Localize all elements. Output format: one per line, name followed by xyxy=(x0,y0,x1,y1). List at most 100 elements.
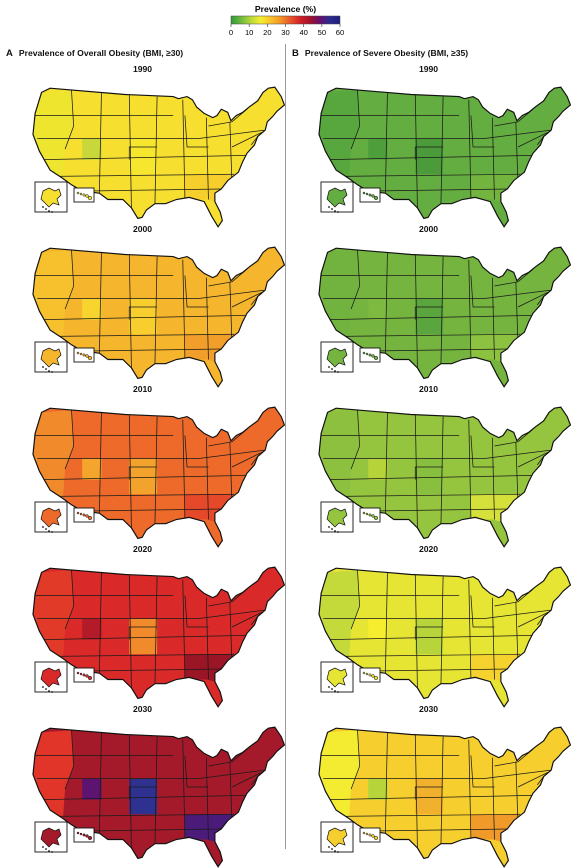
region-west xyxy=(32,90,74,179)
region-accent xyxy=(82,298,102,320)
us-map-2000 xyxy=(32,246,286,388)
state-border xyxy=(182,739,186,840)
state-border xyxy=(440,416,444,524)
state-border xyxy=(517,451,549,468)
state-border xyxy=(517,771,549,788)
state-border xyxy=(98,91,102,198)
state-border xyxy=(154,576,158,684)
state-border xyxy=(54,493,235,497)
state-border xyxy=(350,730,361,790)
alaska-shape xyxy=(326,187,348,208)
us-outline xyxy=(318,246,571,388)
region-mid xyxy=(129,618,158,655)
us-map-2010 xyxy=(318,406,571,548)
state-borders xyxy=(321,250,551,368)
region-southeast xyxy=(470,494,521,522)
state-border xyxy=(64,410,75,470)
state-border xyxy=(205,117,209,200)
region-accent xyxy=(82,618,102,640)
region-west xyxy=(318,410,360,499)
state-border xyxy=(384,251,388,358)
hawaii-island xyxy=(82,833,86,837)
state-borders xyxy=(35,730,265,848)
state-border xyxy=(384,571,388,678)
hawaii-island xyxy=(368,353,372,357)
us-map-2010 xyxy=(32,406,286,548)
hawaii-inset xyxy=(359,827,381,843)
state-border xyxy=(184,115,209,148)
alaska-inset xyxy=(320,821,354,853)
state-border xyxy=(468,739,472,840)
state-border xyxy=(494,428,534,447)
contiguous-us xyxy=(32,86,286,228)
hawaii-island xyxy=(371,674,375,678)
alaska-shape xyxy=(326,667,348,688)
us-map-2030 xyxy=(32,726,286,868)
state-border xyxy=(470,755,495,788)
state-border xyxy=(128,626,158,640)
regional-shading xyxy=(318,570,521,682)
alaska-inset xyxy=(34,341,68,373)
state-border xyxy=(64,730,75,790)
hawaii-island xyxy=(373,515,379,521)
contiguous-us xyxy=(318,86,571,228)
state-border xyxy=(440,576,444,684)
alaska-shape xyxy=(40,667,62,688)
state-border xyxy=(231,131,263,148)
region-west xyxy=(32,730,74,819)
state-border xyxy=(470,595,495,628)
map-year-label: 2010 xyxy=(132,384,153,394)
legend-tick-label: 20 xyxy=(263,28,271,37)
contiguous-us xyxy=(318,566,571,708)
hawaii-island xyxy=(362,671,366,675)
panel-title: A Prevalence of Overall Obesity (BMI, ≥30… xyxy=(6,48,183,59)
alaska-inset xyxy=(320,501,354,533)
state-border xyxy=(182,259,186,360)
state-border xyxy=(43,635,247,640)
state-border xyxy=(82,508,222,512)
state-border xyxy=(154,736,158,844)
us-outline xyxy=(318,86,571,228)
state-border xyxy=(64,570,75,630)
us-outline xyxy=(32,406,286,548)
regional-shading xyxy=(318,730,521,842)
state-border xyxy=(368,508,508,512)
contiguous-us xyxy=(32,726,286,868)
contiguous-us xyxy=(32,566,286,708)
hawaii-inset xyxy=(73,187,95,203)
state-border xyxy=(384,91,388,198)
hawaii-island xyxy=(87,195,93,201)
state-border xyxy=(154,256,158,364)
state-border xyxy=(205,277,209,360)
prevalence-legend: Prevalence (%) 0 10 20 30 40 50 60 xyxy=(229,4,344,37)
state-border xyxy=(494,588,534,607)
legend-tick-label: 0 xyxy=(229,28,233,37)
state-border xyxy=(470,435,495,468)
state-border xyxy=(54,653,235,657)
regional-shading xyxy=(32,250,235,362)
state-border xyxy=(43,315,247,320)
region-mid xyxy=(415,458,444,495)
state-border xyxy=(470,115,495,148)
alaska-shape xyxy=(40,347,62,368)
us-outline xyxy=(32,246,286,388)
state-border xyxy=(64,250,75,310)
state-border xyxy=(440,736,444,844)
hawaii-island xyxy=(82,673,86,677)
contiguous-us xyxy=(318,246,571,388)
state-border xyxy=(329,155,533,160)
state-border xyxy=(368,188,508,192)
region-west xyxy=(318,730,360,819)
state-border xyxy=(43,475,247,480)
state-border xyxy=(350,410,361,470)
state-border xyxy=(128,786,158,800)
hawaii-island xyxy=(87,675,93,681)
alaska-inset xyxy=(34,821,68,853)
state-border xyxy=(414,94,418,208)
us-map-1990 xyxy=(32,86,286,228)
region-southeast xyxy=(184,814,235,842)
us-outline xyxy=(32,726,286,868)
state-border xyxy=(368,668,508,672)
hawaii-island xyxy=(365,512,369,516)
hawaii-island xyxy=(87,515,93,521)
